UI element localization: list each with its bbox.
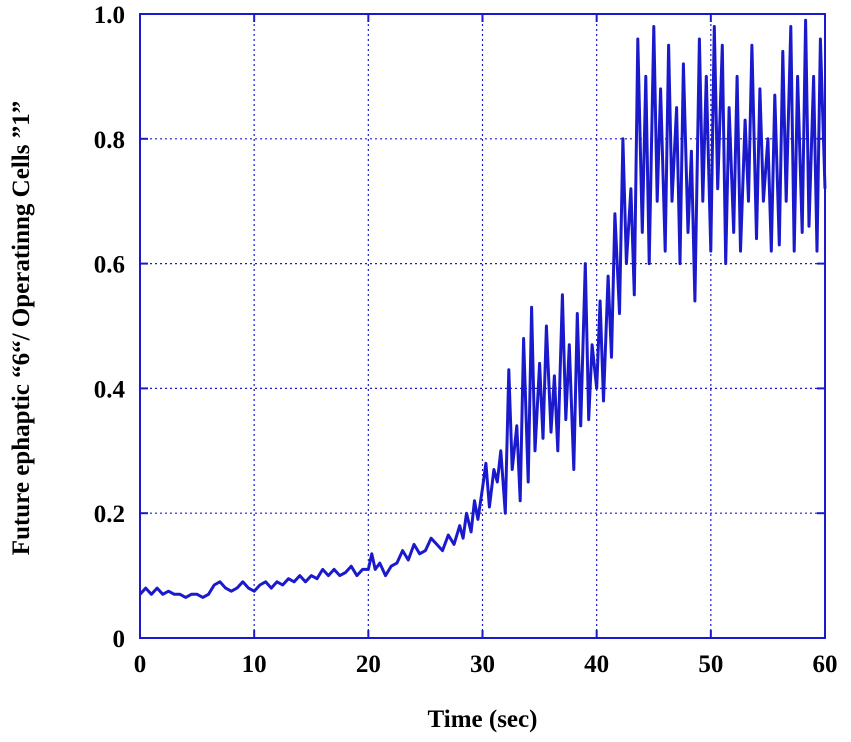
x-tick-label: 50 [698,651,723,678]
y-tick-label: 0.8 [94,127,125,154]
x-tick-label: 30 [470,651,495,678]
series-line [138,18,827,599]
y-axis-title: Future ephaptic “6“/ Operatinng Cells ”1… [8,101,35,555]
x-tick-labels: 0 10 20 30 40 50 60 [134,651,838,678]
y-tick-labels: 0 0.2 0.4 0.6 0.8 1.0 [94,2,126,653]
y-tick-label: 0.2 [94,501,125,528]
x-tick-label: 60 [813,651,838,678]
y-tick-label: 1.0 [94,2,125,29]
x-tick-label: 0 [134,651,147,678]
y-tick-label: 0 [113,626,126,653]
x-tick-label: 10 [242,651,267,678]
y-tick-label: 0.4 [94,376,126,403]
x-tick-label: 40 [584,651,609,678]
ticks [139,13,826,639]
x-axis-title: Time (sec) [428,706,538,733]
x-tick-label: 20 [356,651,381,678]
y-tick-label: 0.6 [94,252,125,279]
grid [140,14,825,638]
